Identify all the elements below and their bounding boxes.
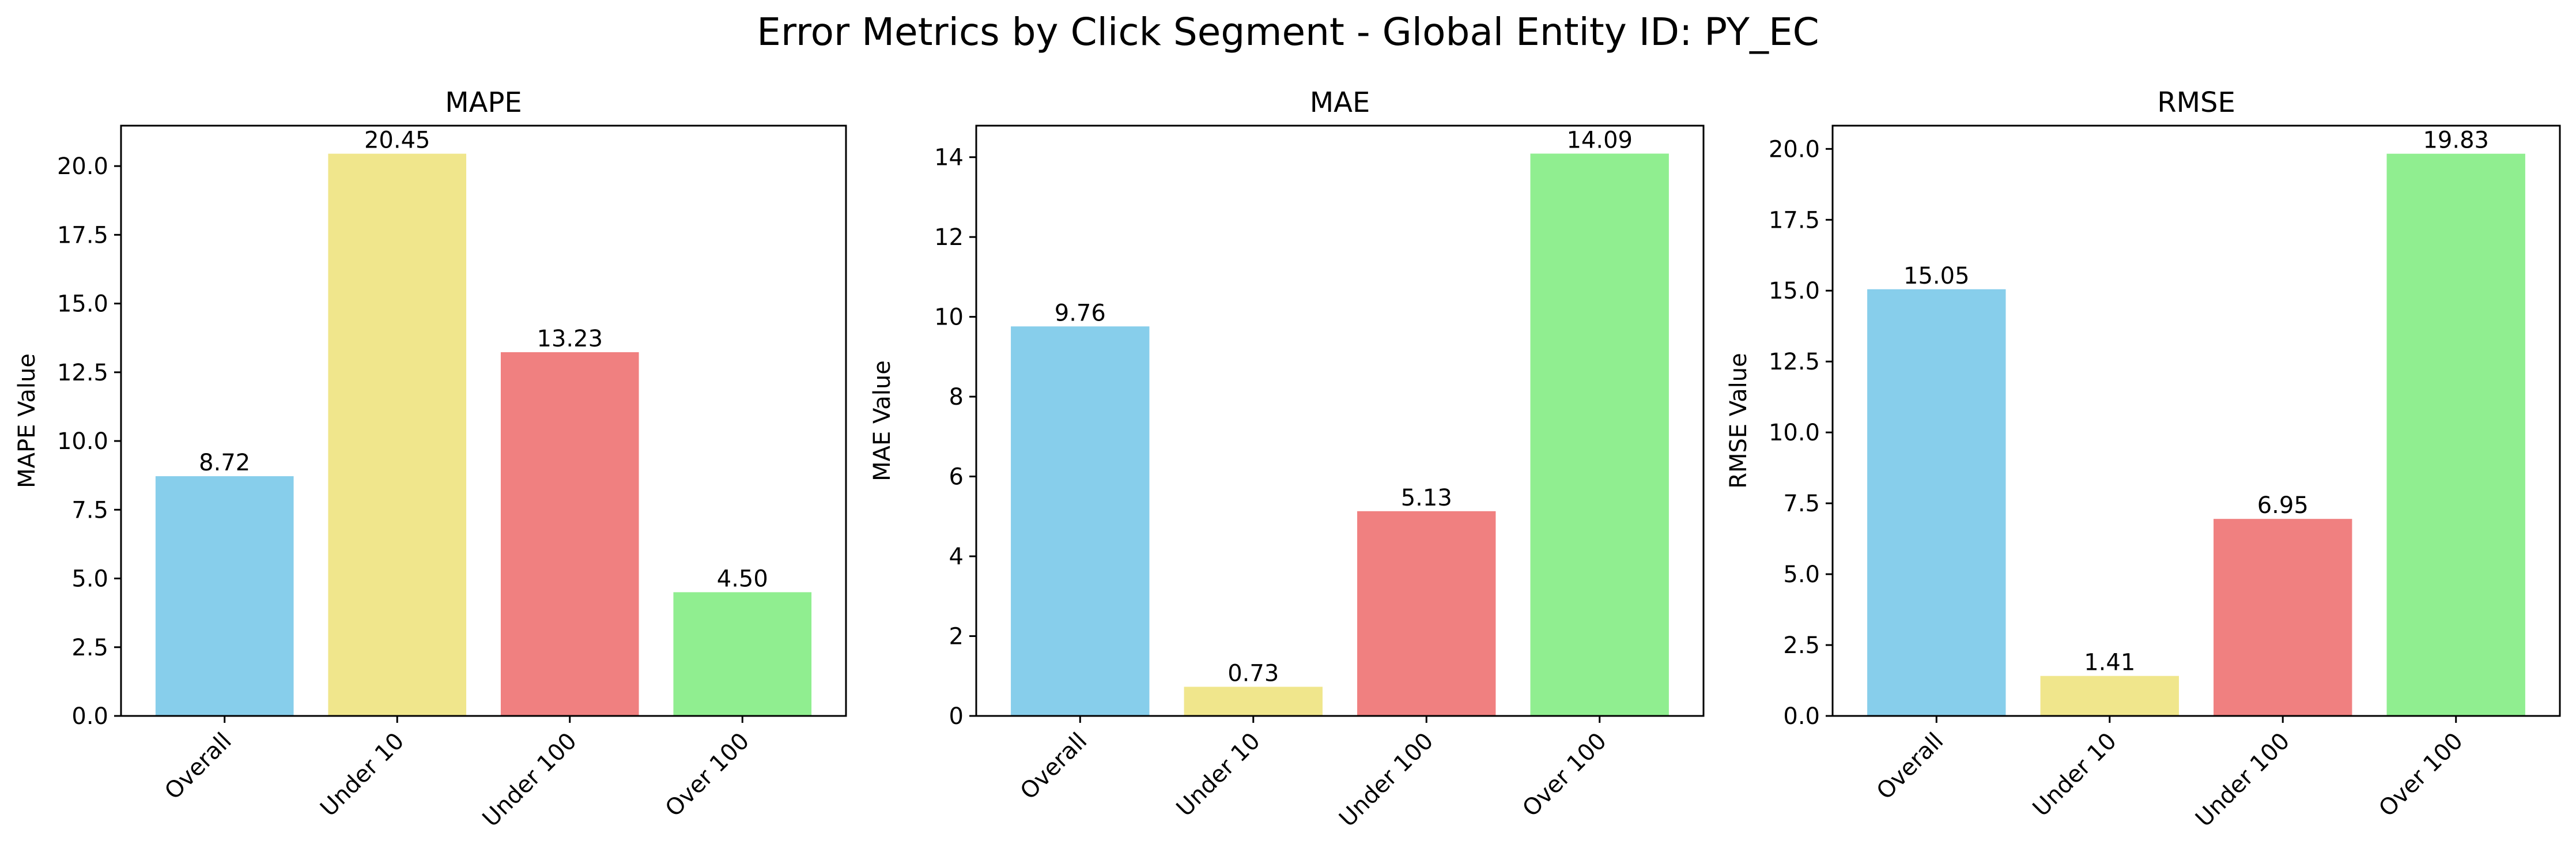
y-tick-label: 0.0 <box>71 703 108 730</box>
axes-frame <box>120 125 847 717</box>
bar-value-label: 15.05 <box>1903 263 1970 289</box>
x-tick-label: Overall <box>160 728 237 805</box>
bar-value-label: 0.73 <box>1227 660 1279 687</box>
bar-under-10 <box>1184 687 1323 716</box>
x-tick-label: Over 100 <box>2374 728 2468 823</box>
y-tick-label: 2.5 <box>71 635 108 661</box>
y-tick-label: 4 <box>949 544 964 570</box>
bar-over-100 <box>673 592 812 716</box>
bar-over-100 <box>2386 153 2525 716</box>
bar-under-100 <box>1357 511 1496 716</box>
y-tick-label: 12.5 <box>57 360 108 386</box>
y-tick-label: 17.5 <box>57 222 108 248</box>
bar-value-label: 20.45 <box>364 127 430 154</box>
chart-panels: 8.7220.4513.234.500.02.55.07.510.012.515… <box>14 86 2561 832</box>
bar-overall <box>155 476 294 716</box>
y-tick-label: 15.0 <box>1769 278 1820 304</box>
figure-title: Error Metrics by Click Segment - Global … <box>757 10 1819 54</box>
bar-overall <box>1011 326 1150 716</box>
bar-under-10 <box>2040 676 2179 716</box>
bar-under-100 <box>500 352 639 716</box>
bar-value-label: 4.50 <box>717 565 768 592</box>
x-tick-label: Under 100 <box>478 728 582 832</box>
x-tick-label: Under 10 <box>1172 728 1266 822</box>
x-tick-label: Overall <box>1015 728 1093 805</box>
y-tick-label: 5.0 <box>1783 561 1820 588</box>
bar-value-label: 9.76 <box>1055 300 1106 326</box>
bar-value-label: 6.95 <box>2257 492 2309 519</box>
bar-over-100 <box>1530 153 1669 716</box>
bar-under-10 <box>328 153 467 717</box>
bar-value-label: 8.72 <box>199 450 250 476</box>
x-tick-label: Over 100 <box>660 728 755 823</box>
y-tick-label: 10.0 <box>1769 420 1820 446</box>
bar-under-100 <box>2214 519 2352 716</box>
y-tick-label: 10 <box>934 304 964 331</box>
bar-value-label: 5.13 <box>1401 485 1452 511</box>
y-tick-label: 0.0 <box>1783 703 1820 730</box>
y-tick-label: 14 <box>934 145 964 171</box>
bar-overall <box>1867 289 2006 716</box>
y-tick-label: 15.0 <box>57 291 108 318</box>
y-tick-label: 2 <box>949 624 964 650</box>
y-tick-label: 0 <box>949 703 964 730</box>
bar-value-label: 14.09 <box>1566 127 1633 153</box>
y-axis-label: MAE Value <box>869 360 896 481</box>
y-tick-label: 6 <box>949 464 964 491</box>
chart-title: MAE <box>1310 86 1370 119</box>
y-tick-label: 20.0 <box>1769 136 1820 163</box>
y-tick-label: 10.0 <box>57 428 108 455</box>
chart-title: RMSE <box>2157 86 2235 119</box>
axes-frame <box>1831 125 2561 717</box>
bar-value-label: 19.83 <box>2423 127 2489 154</box>
chart-panel-mape: 8.72 20.45 13.23 4.50 0.0 2.5 5.0 7.5 10.0 12.5 15… <box>14 86 847 832</box>
x-tick-label: Under 100 <box>1334 728 1438 832</box>
chart-title: MAPE <box>445 86 522 119</box>
x-tick-label: Under 10 <box>2028 728 2122 822</box>
y-axis-label: MAPE Value <box>14 353 40 488</box>
bar-value-label: 1.41 <box>2084 650 2135 676</box>
x-tick-label: Overall <box>1872 728 1949 805</box>
y-axis-label: RMSE Value <box>1725 353 1752 489</box>
axes-frame <box>975 125 1705 717</box>
y-tick-label: 12 <box>934 224 964 251</box>
y-tick-label: 20.0 <box>57 153 108 180</box>
y-tick-label: 7.5 <box>71 497 108 523</box>
y-tick-label: 17.5 <box>1769 207 1820 233</box>
y-tick-label: 12.5 <box>1769 349 1820 375</box>
chart-panel-rmse: 15.05 1.41 6.95 19.83 0.0 2.5 5.0 7.5 10.0 12.5 15… <box>1725 86 2561 832</box>
y-tick-label: 5.0 <box>71 566 108 593</box>
y-tick-label: 2.5 <box>1783 632 1820 659</box>
x-tick-label: Under 100 <box>2190 728 2295 832</box>
y-tick-label: 7.5 <box>1783 491 1820 517</box>
bar-value-label: 13.23 <box>537 326 603 352</box>
x-tick-label: Over 100 <box>1517 728 1612 823</box>
y-tick-label: 8 <box>949 384 964 410</box>
chart-panel-mae: 9.76 0.73 5.13 14.09 0 2 4 6 8 10 12 14 Overall Under… <box>869 86 1705 832</box>
x-tick-label: Under 10 <box>315 728 409 822</box>
